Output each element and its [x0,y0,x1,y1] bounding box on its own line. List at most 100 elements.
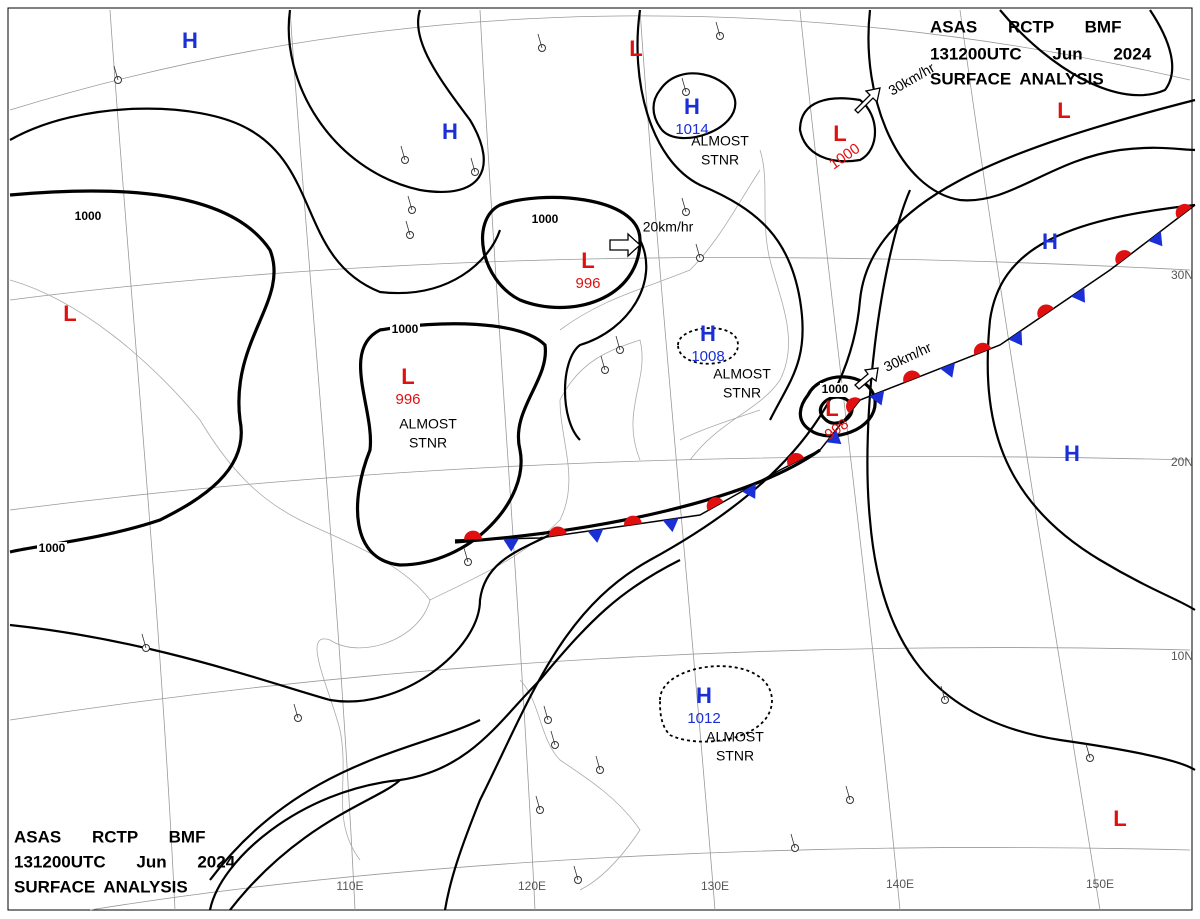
system-note: STNR [723,385,761,401]
warm-symbol [787,452,805,466]
cold-symbol [502,538,519,552]
cold-symbol [826,429,842,445]
system-label: H [684,94,700,119]
warm-symbol [973,342,992,356]
title-line: SURFACE ANALYSIS [14,877,188,896]
title-line: ASAS RCTP BMF [930,17,1121,36]
central-pressure: 996 [395,391,420,408]
system-note: ALMOST [713,366,771,382]
station-wind [407,195,413,211]
longitude-label: 130E [701,879,729,893]
isobar-label: 1000 [822,382,849,396]
system-label: H [1064,441,1080,466]
longitude-label: 120E [518,879,546,893]
central-pressure: 1012 [687,710,720,727]
isobar-label: 1000 [532,212,559,226]
station-wind [615,335,621,351]
system-label: L [825,396,838,421]
isobar-label-bg [37,542,67,556]
warm-symbol [624,515,642,526]
station-wind [681,197,687,213]
longitude-label: 110E [336,879,363,893]
warm-symbol [1037,304,1054,319]
latitude-label: 10N [1171,649,1193,663]
latitude-label: 30N [1171,268,1193,282]
system-label: H [696,683,712,708]
cold-symbol [1071,287,1085,303]
station-wind [600,355,606,371]
warm-symbol [706,497,724,511]
title-line: ASAS RCTP BMF [14,827,205,846]
system-label: H [182,28,198,53]
station-wind [790,833,796,849]
cold-symbol [1148,231,1163,247]
station-wind [141,633,147,649]
station-wind [470,157,476,173]
stationary-front [454,203,1196,552]
system-label: H [700,321,716,346]
system-label: H [442,119,458,144]
title-line: 131200UTC Jun 2024 [930,44,1152,63]
central-pressure: 996 [575,275,600,292]
warm-symbol [548,526,567,537]
system-label: L [401,364,414,389]
warm-symbol [463,530,482,540]
station-wind [550,730,556,746]
station-wind [1085,743,1091,759]
isobar-label-bg [530,213,560,227]
coastlines [9,149,789,891]
cold-symbol [662,518,679,533]
system-note: STNR [701,152,739,168]
station-wind [845,785,851,801]
system-note: ALMOST [399,416,457,432]
system-label: L [833,121,846,146]
system-label: L [581,248,594,273]
isobar-label-bg [820,383,850,397]
motion-label: 20km/hr [643,219,694,235]
isobar-label: 1000 [392,322,419,336]
station-wind [535,795,541,811]
system-label: H [1042,229,1058,254]
station-wind [573,865,579,881]
system-note: STNR [716,748,754,764]
station-plots [113,21,1094,884]
isobar-label-bg [390,323,420,337]
system-note: ALMOST [706,729,764,745]
map-frame [7,7,1193,911]
isobar-label: 1000 [75,209,102,223]
system-note: ALMOST [691,133,749,149]
central-pressure: 1008 [691,348,724,365]
warm-symbol [1115,250,1132,265]
station-wind [695,243,701,259]
station-wind [293,703,299,719]
longitude-label: 150E [1086,877,1114,891]
cold-symbol [741,483,756,499]
station-wind [463,547,469,563]
labels: ASAS RCTP BMF 131200UTC Jun 2024 SURFACE… [14,17,1193,896]
station-wind [715,21,721,37]
warm-symbol [1175,203,1192,219]
title-line: SURFACE ANALYSIS [930,69,1104,88]
system-label: L [1113,806,1126,831]
isobar-label: 1000 [39,541,66,555]
system-label: L [63,301,76,326]
cold-symbol [1008,330,1023,346]
isobars [9,9,1196,911]
central-pressure: 1014 [675,121,708,138]
longitude-label: 140E [886,877,914,891]
latitude-label: 20N [1171,455,1193,469]
graticule [9,9,1191,911]
station-wind [681,77,687,93]
warm-symbol [903,370,921,383]
station-wind [543,705,549,721]
cold-symbol [587,528,604,543]
station-wind [595,755,601,771]
warm-symbol [845,397,861,414]
system-note: STNR [409,435,447,451]
station-wind [940,685,946,701]
title-line: 131200UTC Jun 2024 [14,852,236,871]
station-wind [405,220,411,236]
isobar-label-bg [73,210,103,224]
station-wind [537,33,543,49]
